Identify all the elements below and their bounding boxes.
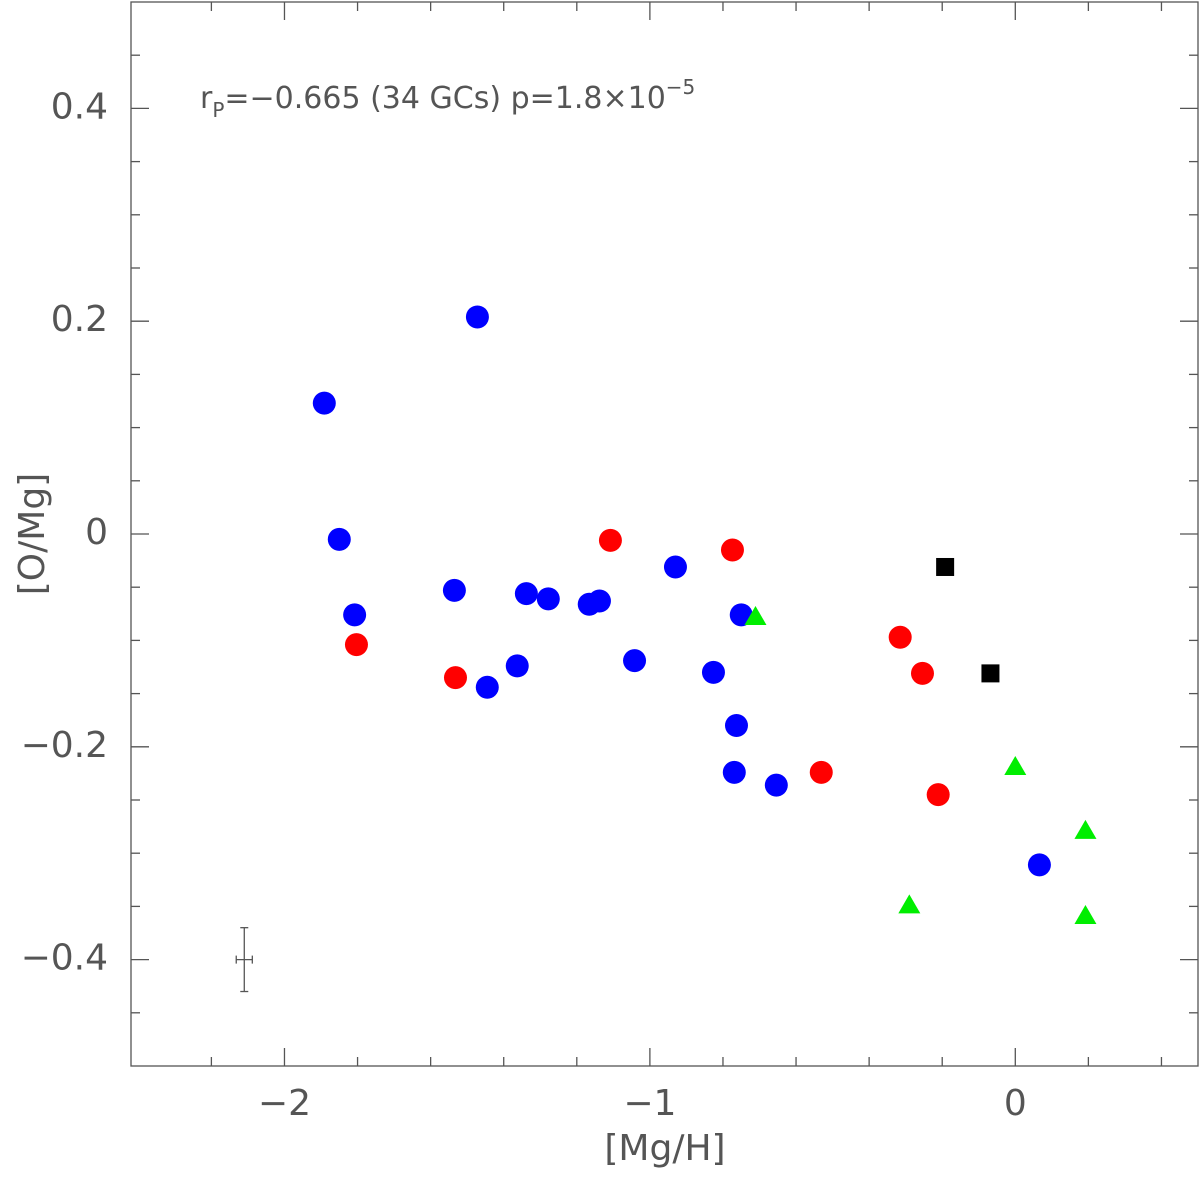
point	[936, 557, 955, 576]
y-tick-label: −0.4	[21, 938, 108, 979]
point	[1004, 756, 1027, 776]
point	[722, 760, 746, 784]
point	[505, 654, 529, 678]
annotation-main: =−0.665 (34 GCs) p=1.8×10	[224, 81, 665, 116]
point	[701, 660, 725, 684]
point	[475, 675, 499, 699]
y-axis-label: [O/Mg]	[12, 473, 53, 595]
annotation: rP=−0.665 (34 GCs) p=1.8×10−5	[200, 75, 695, 122]
y-tick-label: 0.2	[51, 299, 108, 340]
point	[898, 894, 921, 914]
point	[465, 305, 489, 329]
point	[926, 783, 950, 807]
point	[888, 625, 912, 649]
point	[910, 661, 934, 685]
point	[729, 603, 753, 627]
point	[536, 587, 560, 611]
point	[981, 664, 1000, 683]
point	[663, 555, 687, 579]
point	[598, 528, 622, 552]
point	[764, 773, 788, 797]
x-tick-label: −1	[623, 1083, 676, 1124]
annotation-sub: P	[212, 98, 224, 122]
point	[344, 633, 368, 657]
annotation-r: r	[200, 81, 213, 116]
point	[1074, 819, 1097, 839]
point	[720, 538, 744, 562]
x-tick-label: −2	[258, 1083, 311, 1124]
point	[809, 760, 833, 784]
point	[514, 582, 538, 606]
y-tick-label: 0.4	[51, 86, 108, 127]
point	[443, 666, 467, 690]
point	[327, 527, 351, 551]
plot-frame	[130, 1, 1199, 1067]
point	[724, 714, 748, 738]
point	[442, 578, 466, 602]
y-tick-label: 0	[85, 512, 108, 553]
point	[312, 391, 336, 415]
point	[343, 603, 367, 627]
annotation-sup: −5	[666, 75, 695, 99]
point	[1074, 904, 1097, 924]
x-axis-label: [Mg/H]	[604, 1128, 725, 1169]
point	[623, 649, 647, 673]
point	[744, 605, 767, 625]
x-tick-label: 0	[1004, 1083, 1027, 1124]
point	[1027, 853, 1051, 877]
y-tick-label: −0.2	[21, 725, 108, 766]
point	[587, 589, 611, 613]
